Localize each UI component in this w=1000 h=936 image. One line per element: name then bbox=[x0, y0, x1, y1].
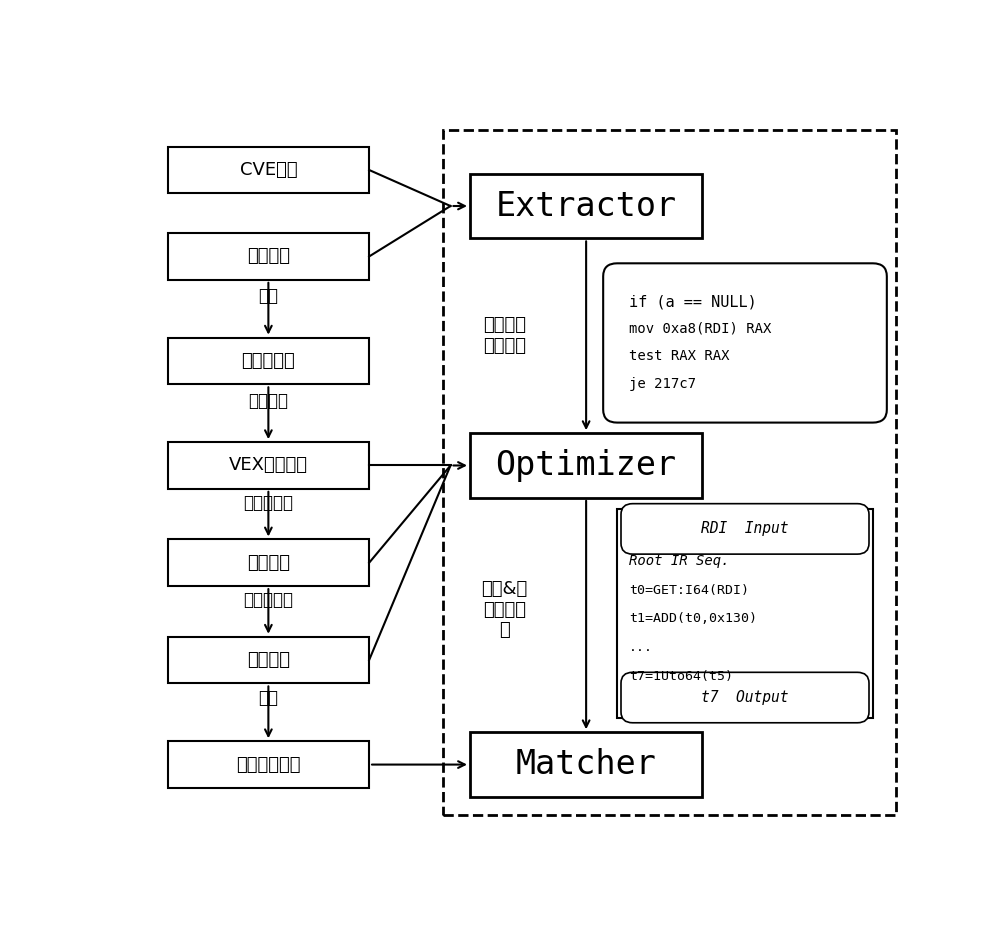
Text: VEX中间代码: VEX中间代码 bbox=[229, 457, 308, 475]
FancyBboxPatch shape bbox=[470, 173, 702, 239]
Text: t7=1Uto64(t5): t7=1Uto64(t5) bbox=[629, 670, 733, 683]
Text: 控制流图: 控制流图 bbox=[247, 554, 290, 572]
Text: t7  Output: t7 Output bbox=[701, 690, 789, 705]
Text: 数据流提取: 数据流提取 bbox=[243, 592, 293, 609]
Text: 数据流图: 数据流图 bbox=[247, 651, 290, 669]
Text: CVE补丁: CVE补丁 bbox=[240, 161, 297, 179]
Text: if (a == NULL): if (a == NULL) bbox=[629, 294, 757, 309]
FancyBboxPatch shape bbox=[168, 147, 369, 194]
Text: Root IR Seq.: Root IR Seq. bbox=[629, 554, 729, 568]
Text: RDI  Input: RDI Input bbox=[701, 521, 789, 536]
Text: t1=ADD(t0,0x130): t1=ADD(t0,0x130) bbox=[629, 612, 757, 625]
Text: je 217c7: je 217c7 bbox=[629, 376, 696, 390]
Text: test RAX RAX: test RAX RAX bbox=[629, 349, 729, 363]
FancyBboxPatch shape bbox=[621, 672, 869, 723]
FancyBboxPatch shape bbox=[621, 504, 869, 554]
FancyBboxPatch shape bbox=[168, 233, 369, 280]
Text: 编译: 编译 bbox=[258, 287, 278, 305]
Text: 优化&规
范化数据
流: 优化&规 范化数据 流 bbox=[482, 579, 528, 639]
Text: 软件二进制: 软件二进制 bbox=[242, 352, 295, 370]
Text: 代码提升: 代码提升 bbox=[248, 391, 288, 410]
Text: mov 0xa8(RDI) RAX: mov 0xa8(RDI) RAX bbox=[629, 322, 771, 336]
Text: Optimizer: Optimizer bbox=[496, 449, 677, 482]
Text: Extractor: Extractor bbox=[496, 189, 677, 223]
FancyBboxPatch shape bbox=[168, 338, 369, 385]
FancyBboxPatch shape bbox=[168, 539, 369, 586]
FancyBboxPatch shape bbox=[617, 509, 873, 718]
FancyBboxPatch shape bbox=[603, 263, 887, 422]
Text: 软件源码: 软件源码 bbox=[247, 247, 290, 266]
Text: ...: ... bbox=[629, 641, 653, 654]
Text: Matcher: Matcher bbox=[516, 748, 657, 781]
FancyBboxPatch shape bbox=[168, 741, 369, 788]
FancyBboxPatch shape bbox=[168, 636, 369, 683]
Text: 二进制源
码映射表: 二进制源 码映射表 bbox=[483, 316, 526, 355]
Text: t0=GET:I64(RDI): t0=GET:I64(RDI) bbox=[629, 584, 749, 596]
Text: 匹配: 匹配 bbox=[258, 689, 278, 707]
Text: 待检测二进制: 待检测二进制 bbox=[236, 755, 301, 773]
FancyBboxPatch shape bbox=[470, 433, 702, 498]
Text: 控制流提取: 控制流提取 bbox=[243, 494, 293, 512]
FancyBboxPatch shape bbox=[470, 732, 702, 797]
FancyBboxPatch shape bbox=[168, 442, 369, 489]
